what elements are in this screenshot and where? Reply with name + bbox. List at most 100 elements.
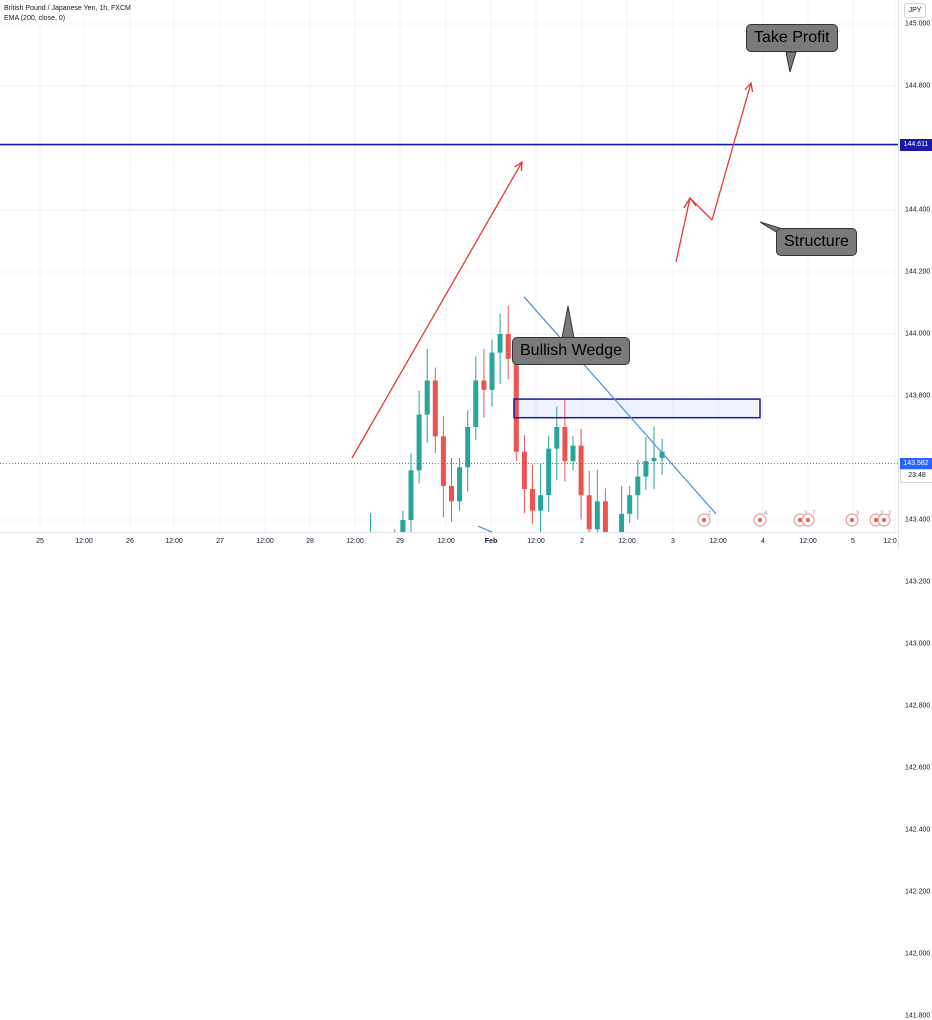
price-tick-label: 145.000 bbox=[905, 20, 931, 28]
event-badge: 3 bbox=[845, 511, 860, 527]
event-dot-icon bbox=[850, 518, 854, 522]
take-profit-callout-tail bbox=[785, 51, 797, 73]
candle-body bbox=[400, 520, 406, 532]
event-count: 2 bbox=[708, 511, 712, 517]
time-tick-label: 28 bbox=[306, 538, 314, 545]
event-count: 4 bbox=[764, 511, 768, 517]
ema-indicator-label[interactable]: EMA (200, close, 0) bbox=[4, 15, 66, 22]
candle-body bbox=[562, 427, 568, 462]
candle-body bbox=[465, 427, 471, 468]
event-dot-icon bbox=[874, 518, 878, 522]
event-badge: 4 bbox=[753, 511, 768, 527]
candle-body bbox=[594, 501, 600, 530]
time-tick-label: 29 bbox=[396, 538, 404, 545]
time-tick-label: 25 bbox=[36, 538, 44, 545]
event-dot-icon bbox=[798, 518, 802, 522]
event-count: 7 bbox=[812, 511, 816, 517]
time-tick-label: 12:00 bbox=[165, 538, 183, 545]
price-tick-label: 143.800 bbox=[905, 392, 931, 400]
candle-body bbox=[659, 451, 665, 458]
event-dot-icon bbox=[806, 518, 810, 522]
time-tick-label: 12:00 bbox=[437, 538, 455, 545]
time-tick-label: 12:00 bbox=[709, 538, 727, 545]
candle-body bbox=[424, 380, 430, 415]
event-badge: 7 bbox=[801, 511, 816, 527]
impulse-arrow-head bbox=[514, 160, 523, 172]
event-count: 3 bbox=[856, 511, 860, 517]
event-badge: 2 bbox=[877, 511, 892, 527]
take-profit-callout[interactable]: Take Profit bbox=[746, 24, 838, 52]
time-tick-label: 12:00 bbox=[618, 538, 636, 545]
candle-body bbox=[489, 352, 495, 390]
candle-body bbox=[570, 445, 576, 462]
time-tick-label: 12:00 bbox=[346, 538, 364, 545]
candle-body bbox=[651, 458, 657, 462]
candle-body bbox=[538, 495, 544, 511]
candle-body bbox=[635, 476, 641, 496]
candles bbox=[370, 306, 665, 532]
candle-body bbox=[440, 436, 446, 486]
bullish-wedge-callout-tail bbox=[561, 305, 575, 339]
candle-body bbox=[554, 427, 560, 449]
candle-body bbox=[578, 445, 584, 496]
structure-callout[interactable]: Structure bbox=[776, 228, 857, 256]
price-tick-label: 144.200 bbox=[905, 268, 931, 276]
projection-path bbox=[675, 196, 713, 263]
time-tick-label: 2 bbox=[580, 538, 584, 545]
time-tick-label: 12:00 bbox=[527, 538, 545, 545]
price-chart[interactable]: 2437322 bbox=[0, 0, 898, 532]
candle-body bbox=[619, 513, 625, 532]
price-tick-label: 143.000 bbox=[905, 640, 931, 648]
event-count: 2 bbox=[888, 511, 892, 517]
projection-path-head bbox=[689, 197, 697, 207]
price-tick-label: 142.800 bbox=[905, 702, 931, 710]
structure-zone bbox=[513, 398, 761, 419]
candle-body bbox=[497, 334, 503, 353]
price-tick-label: 143.400 bbox=[905, 516, 931, 524]
time-tick-label: 3 bbox=[671, 538, 675, 545]
price-tick-label: 142.200 bbox=[905, 888, 931, 896]
price-tick-label: 142.600 bbox=[905, 764, 931, 772]
bullish-wedge-callout[interactable]: Bullish Wedge bbox=[512, 337, 630, 365]
time-tick-label: 12:0 bbox=[883, 538, 897, 545]
projection-path-head bbox=[683, 197, 691, 209]
price-tick-label: 144.400 bbox=[905, 206, 931, 214]
currency-selector[interactable]: JPY bbox=[904, 3, 926, 18]
candle-body bbox=[408, 470, 414, 520]
candle-body bbox=[457, 467, 463, 502]
candle-body bbox=[546, 448, 552, 496]
time-tick-label: 4 bbox=[761, 538, 765, 545]
time-axis[interactable]: 25 12:00 26 12:00 27 12:00 28 12:00 29 12:00 Feb 12… bbox=[0, 532, 898, 551]
price-axis[interactable]: 144.611 143.582 23:48 145.000 144.800 144.… bbox=[898, 0, 932, 1020]
time-tick-label: Feb bbox=[484, 538, 498, 545]
candle-body bbox=[449, 485, 454, 502]
symbol-title[interactable]: British Pound / Japanese Yen, 1h, FXCM bbox=[4, 5, 131, 12]
grid bbox=[0, 0, 898, 532]
event-dot-icon bbox=[882, 518, 886, 522]
event-dot-icon bbox=[702, 518, 706, 522]
target-arrow-head bbox=[744, 81, 754, 92]
candle-body bbox=[416, 414, 422, 471]
target-arrow bbox=[711, 82, 752, 221]
price-tick-label: 144.000 bbox=[905, 330, 931, 338]
last-price-tag: 143.582 bbox=[900, 457, 932, 470]
candle-body bbox=[530, 489, 535, 511]
price-tick-label: 143.200 bbox=[905, 578, 931, 586]
time-tick-label: 5 bbox=[851, 538, 855, 545]
event-badges: 2437322 bbox=[697, 511, 892, 527]
event-dot-icon bbox=[758, 518, 762, 522]
price-tick-label: 142.400 bbox=[905, 826, 931, 834]
price-tick-label: 141.800 bbox=[905, 1012, 931, 1020]
candle-body bbox=[602, 501, 608, 532]
candle-body bbox=[481, 380, 487, 390]
take-profit-price-tag: 144.611 bbox=[900, 138, 932, 151]
candle-body bbox=[586, 495, 592, 530]
price-tick-label: 142.000 bbox=[905, 950, 931, 958]
candle-body bbox=[643, 461, 649, 477]
time-tick-label: 26 bbox=[126, 538, 134, 545]
drawings bbox=[0, 51, 898, 532]
candle-body bbox=[473, 380, 479, 427]
bar-countdown-tag: 23:48 bbox=[900, 468, 932, 483]
candle-body bbox=[513, 358, 519, 452]
